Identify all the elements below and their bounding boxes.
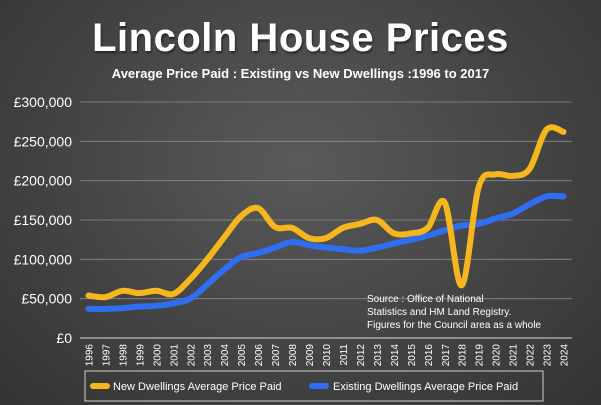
chart-title: Lincoln House Prices xyxy=(92,16,509,60)
x-tick-label: 2016 xyxy=(424,344,435,367)
x-tick-label: 2018 xyxy=(458,344,469,367)
y-tick-label: £200,000 xyxy=(14,173,73,189)
y-tick-label: £100,000 xyxy=(14,251,73,267)
x-tick-label: 2007 xyxy=(271,344,282,367)
legend-box xyxy=(84,370,544,402)
y-tick-label: £250,000 xyxy=(14,133,73,149)
legend-label-new-dwellings: New Dwellings Average Price Paid xyxy=(113,381,282,393)
x-tick-label: 2023 xyxy=(543,344,554,367)
x-tick-label: 2002 xyxy=(186,344,197,367)
legend-label-existing-dwellings: Existing Dwellings Average Price Paid xyxy=(333,381,518,393)
x-tick-label: 2008 xyxy=(288,344,299,367)
source-annotation: Source : Office of National xyxy=(367,294,484,305)
y-tick-label: £0 xyxy=(56,330,72,346)
x-tick-label: 1999 xyxy=(135,344,146,367)
x-tick-label: 1996 xyxy=(84,344,95,367)
x-tick-label: 2001 xyxy=(169,344,180,367)
chart-subtitle: Average Price Paid : Existing vs New Dwe… xyxy=(111,66,490,81)
x-tick-label: 2005 xyxy=(237,344,248,367)
x-tick-label: 2012 xyxy=(356,344,367,367)
y-tick-label: £150,000 xyxy=(14,212,73,228)
x-tick-label: 2017 xyxy=(441,344,452,367)
x-tick-label: 2022 xyxy=(526,344,537,367)
x-tick-label: 2013 xyxy=(373,344,384,367)
x-tick-label: 2003 xyxy=(203,344,214,367)
x-tick-label: 2000 xyxy=(152,344,163,367)
x-tick-label: 2011 xyxy=(339,344,350,366)
x-tick-label: 2004 xyxy=(220,344,231,367)
x-tick-label: 2014 xyxy=(390,344,401,367)
x-tick-label: 2021 xyxy=(509,344,520,367)
x-tick-label: 2010 xyxy=(322,344,333,367)
x-tick-label: 1998 xyxy=(118,344,129,367)
x-tick-label: 2024 xyxy=(560,344,571,367)
x-tick-label: 2006 xyxy=(254,344,265,367)
source-annotation: Figures for the Council area as a whole xyxy=(367,320,541,331)
series-line-new-dwellings xyxy=(85,124,567,301)
x-tick-label: 2020 xyxy=(492,344,503,367)
y-tick-label: £50,000 xyxy=(21,291,72,307)
source-annotation: Statistics and HM Land Registry. xyxy=(367,307,511,318)
x-tick-label: 2015 xyxy=(407,344,418,367)
x-tick-label: 2019 xyxy=(475,344,486,367)
y-tick-label: £300,000 xyxy=(14,94,73,110)
x-tick-label: 1997 xyxy=(101,344,112,367)
series-line-existing-dwellings xyxy=(85,192,567,312)
x-tick-label: 2009 xyxy=(305,344,316,367)
